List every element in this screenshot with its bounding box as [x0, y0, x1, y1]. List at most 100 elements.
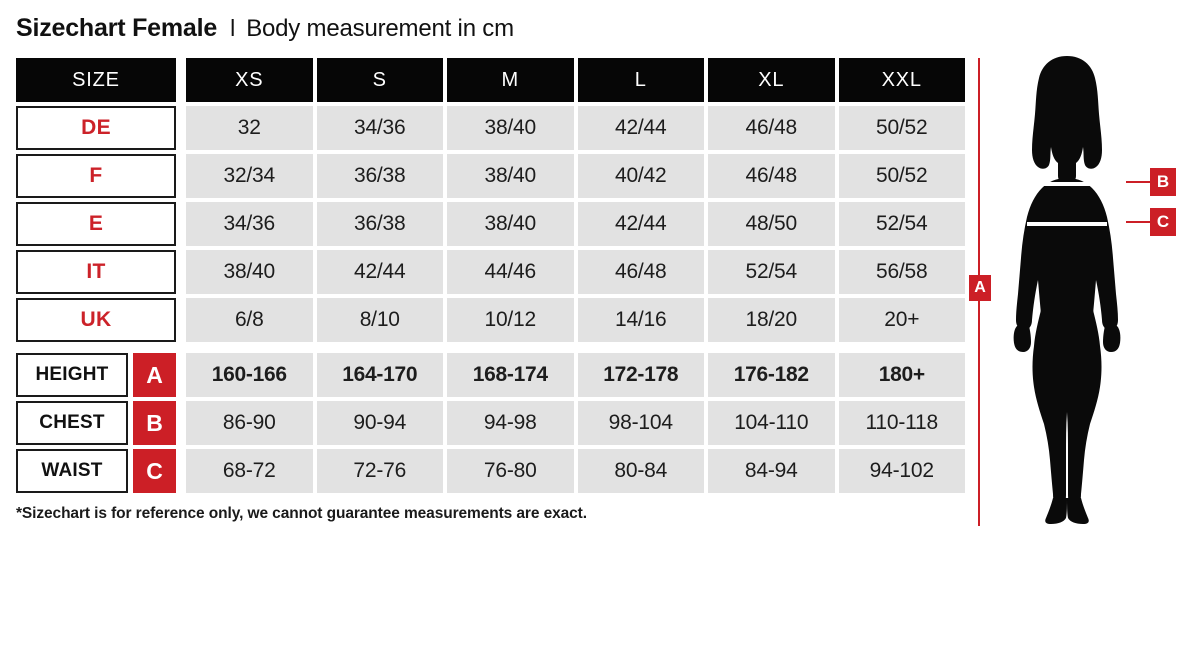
cell-e-m: 38/40	[447, 202, 574, 246]
row-cells-uk: 6/8 8/10 10/12 14/16 18/20 20+	[186, 298, 965, 342]
row-cells-height: 160-166 164-170 168-174 172-178 176-182 …	[186, 353, 965, 397]
table-row: CHEST B 86-90 90-94 94-98 98-104 104-110…	[16, 401, 965, 445]
cell-it-xl: 52/54	[708, 250, 835, 294]
row-label-cell-f: F	[16, 154, 176, 198]
cell-de-l: 42/44	[577, 106, 704, 150]
row-cells-e: 34/36 36/38 38/40 42/44 48/50 52/54	[186, 202, 965, 246]
cell-it-m: 44/46	[447, 250, 574, 294]
title-main: Sizechart Female	[16, 14, 218, 42]
table-row: E 34/36 36/38 38/40 42/44 48/50 52/54	[16, 202, 965, 246]
row-cells-waist: 68-72 72-76 76-80 80-84 84-94 94-102	[186, 449, 965, 493]
row-label-uk: UK	[16, 298, 176, 342]
figure-marker-waist: C	[1126, 208, 1176, 236]
cell-chest-xxl: 110-118	[838, 401, 965, 445]
row-badge-a: A	[133, 353, 176, 397]
row-cells-chest: 86-90 90-94 94-98 98-104 104-110 110-118	[186, 401, 965, 445]
cell-de-s: 34/36	[316, 106, 443, 150]
row-label-cell-chest: CHEST B	[16, 401, 176, 445]
row-label-f: F	[16, 154, 176, 198]
figure-marker-chest: B	[1126, 168, 1176, 196]
cell-it-l: 46/48	[577, 250, 704, 294]
cell-it-xxl: 56/58	[838, 250, 965, 294]
cell-waist-m: 76-80	[447, 449, 574, 493]
cell-uk-m: 10/12	[447, 298, 574, 342]
row-label-cell-it: IT	[16, 250, 176, 294]
cell-e-xxl: 52/54	[838, 202, 965, 246]
row-label-chest: CHEST	[16, 401, 128, 445]
cell-f-s: 36/38	[316, 154, 443, 198]
cell-f-xxl: 50/52	[838, 154, 965, 198]
cell-height-xxl: 180+	[838, 353, 965, 397]
cell-height-xl: 176-182	[708, 353, 835, 397]
row-label-e: E	[16, 202, 176, 246]
header-size-xs: XS	[186, 58, 313, 102]
female-silhouette-icon	[1002, 54, 1132, 526]
row-label-it: IT	[16, 250, 176, 294]
cell-e-xl: 48/50	[708, 202, 835, 246]
cell-height-m: 168-174	[447, 353, 574, 397]
cell-chest-s: 90-94	[316, 401, 443, 445]
row-label-waist: WAIST	[16, 449, 128, 493]
cell-uk-s: 8/10	[316, 298, 443, 342]
header-size-xl: XL	[708, 58, 835, 102]
row-cells-f: 32/34 36/38 38/40 40/42 46/48 50/52	[186, 154, 965, 198]
cell-chest-xs: 86-90	[186, 401, 313, 445]
header-size-m: M	[447, 58, 574, 102]
cell-height-l: 172-178	[577, 353, 704, 397]
table-row: IT 38/40 42/44 44/46 46/48 52/54 56/58	[16, 250, 965, 294]
table-row: DE 32 34/36 38/40 42/44 46/48 50/52	[16, 106, 965, 150]
header-label-cell: SIZE	[16, 58, 176, 102]
waist-leader-line	[1126, 221, 1150, 223]
figure-badge-a: A	[969, 275, 991, 301]
cell-de-xxl: 50/52	[838, 106, 965, 150]
cell-e-xs: 34/36	[186, 202, 313, 246]
table-row: HEIGHT A 160-166 164-170 168-174 172-178…	[16, 353, 965, 397]
cell-uk-xs: 6/8	[186, 298, 313, 342]
cell-f-xl: 46/48	[708, 154, 835, 198]
row-cells-de: 32 34/36 38/40 42/44 46/48 50/52	[186, 106, 965, 150]
header-size-s: S	[316, 58, 443, 102]
cell-waist-s: 72-76	[316, 449, 443, 493]
body-figure-panel: A B	[966, 0, 1200, 662]
row-cells-it: 38/40 42/44 44/46 46/48 52/54 56/58	[186, 250, 965, 294]
cell-height-s: 164-170	[316, 353, 443, 397]
table-header-row: SIZE XS S M L XL XXL	[16, 58, 965, 102]
row-label-cell-uk: UK	[16, 298, 176, 342]
chest-leader-line	[1126, 181, 1150, 183]
row-label-cell-height: HEIGHT A	[16, 353, 176, 397]
cell-f-m: 38/40	[447, 154, 574, 198]
row-badge-b: B	[133, 401, 176, 445]
cell-uk-xl: 18/20	[708, 298, 835, 342]
cell-chest-l: 98-104	[577, 401, 704, 445]
cell-de-m: 38/40	[447, 106, 574, 150]
cell-e-l: 42/44	[577, 202, 704, 246]
cell-waist-xl: 84-94	[708, 449, 835, 493]
cell-height-xs: 160-166	[186, 353, 313, 397]
cell-waist-xs: 68-72	[186, 449, 313, 493]
cell-chest-m: 94-98	[447, 401, 574, 445]
cell-e-s: 36/38	[316, 202, 443, 246]
header-size-xxl: XXL	[838, 58, 965, 102]
cell-uk-l: 14/16	[577, 298, 704, 342]
cell-de-xl: 46/48	[708, 106, 835, 150]
cell-it-s: 42/44	[316, 250, 443, 294]
header-size-l: L	[577, 58, 704, 102]
cell-uk-xxl: 20+	[838, 298, 965, 342]
cell-f-l: 40/42	[577, 154, 704, 198]
row-label-height: HEIGHT	[16, 353, 128, 397]
title-subtitle: Body measurement in cm	[246, 15, 514, 42]
row-badge-c: C	[133, 449, 176, 493]
cell-f-xs: 32/34	[186, 154, 313, 198]
header-size-label: SIZE	[16, 58, 176, 102]
cell-it-xs: 38/40	[186, 250, 313, 294]
section-gap	[16, 342, 965, 353]
row-label-de: DE	[16, 106, 176, 150]
header-size-cells: XS S M L XL XXL	[186, 58, 965, 102]
cell-waist-xxl: 94-102	[838, 449, 965, 493]
table-row: F 32/34 36/38 38/40 40/42 46/48 50/52	[16, 154, 965, 198]
sizechart-table: SIZE XS S M L XL XXL DE 32 34/36 38/40 4…	[16, 58, 965, 493]
page-title: Sizechart Female l Body measurement in c…	[16, 14, 514, 43]
footnote-text: *Sizechart is for reference only, we can…	[16, 505, 587, 522]
row-label-cell-waist: WAIST C	[16, 449, 176, 493]
row-label-cell-e: E	[16, 202, 176, 246]
